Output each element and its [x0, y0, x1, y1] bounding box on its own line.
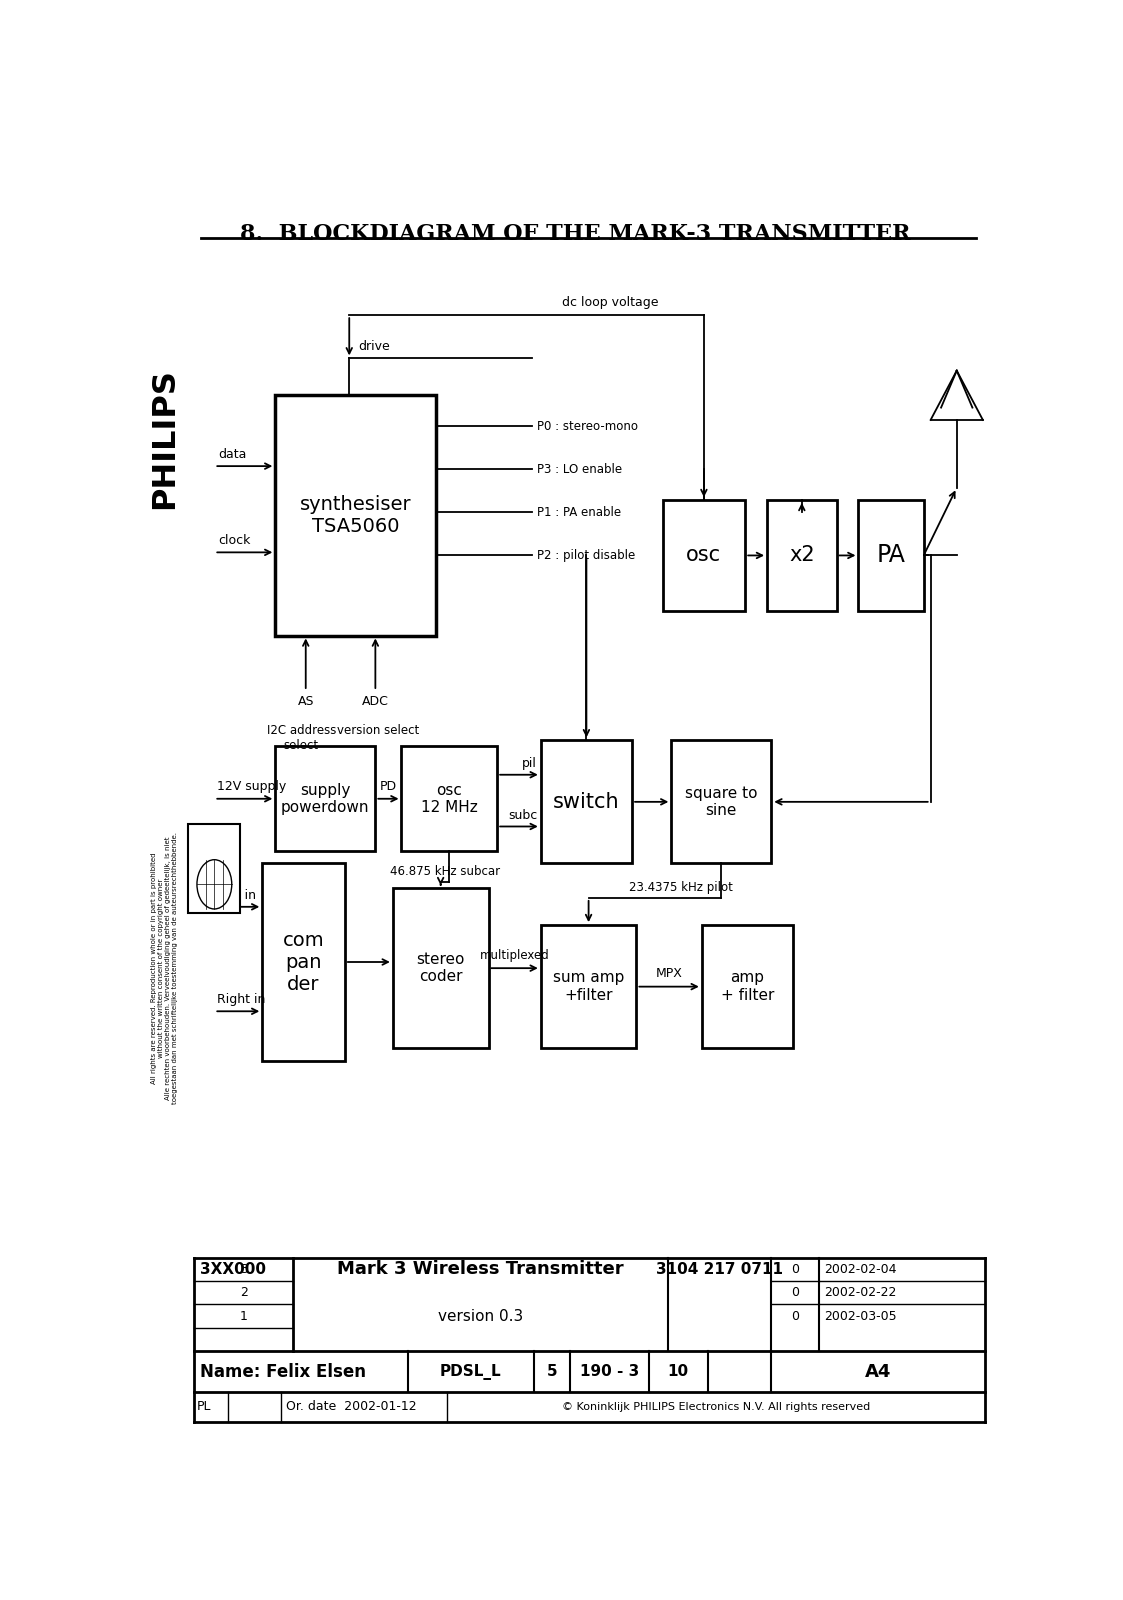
FancyBboxPatch shape [275, 395, 436, 635]
Text: sum amp
+filter: sum amp +filter [553, 971, 624, 1003]
Text: synthesiser
TSA5060: synthesiser TSA5060 [300, 494, 412, 536]
Text: Alle rechten voorbehouden. Verveelvoudiging geheel of gedeeltelijk, is niet
toeg: Alle rechten voorbehouden. Verveelvoudig… [165, 832, 179, 1104]
FancyBboxPatch shape [402, 746, 497, 851]
FancyBboxPatch shape [702, 925, 793, 1048]
Text: version 0.3: version 0.3 [438, 1309, 523, 1323]
Text: x2: x2 [789, 546, 814, 565]
Text: 0: 0 [791, 1286, 798, 1299]
FancyBboxPatch shape [275, 746, 375, 851]
FancyBboxPatch shape [672, 741, 772, 864]
Text: 3: 3 [240, 1262, 248, 1275]
Text: Name: Felix Elsen: Name: Felix Elsen [200, 1363, 366, 1381]
Text: drive: drive [358, 341, 390, 354]
Text: ADC: ADC [362, 694, 389, 707]
Text: 2002-03-05: 2002-03-05 [824, 1309, 896, 1323]
Text: A4: A4 [865, 1363, 891, 1381]
Text: 0: 0 [791, 1262, 798, 1275]
Text: dc loop voltage: dc loop voltage [563, 296, 658, 309]
Text: P2 : pilot disable: P2 : pilot disable [537, 549, 636, 562]
Text: pil: pil [522, 757, 537, 770]
Text: osc: osc [686, 546, 721, 565]
Text: multiplexed: multiplexed [480, 949, 549, 962]
Text: Mark 3 Wireless Transmitter: Mark 3 Wireless Transmitter [338, 1261, 624, 1278]
Text: subc: subc [508, 808, 537, 821]
Text: Right in: Right in [217, 994, 265, 1006]
Text: com
pan
der: com pan der [283, 931, 325, 994]
FancyBboxPatch shape [541, 741, 632, 864]
Text: PA: PA [877, 544, 905, 568]
Text: 5: 5 [547, 1365, 557, 1379]
Text: switch: switch [554, 792, 620, 811]
Text: square to
sine: square to sine [685, 786, 758, 818]
Text: 190 - 3: 190 - 3 [579, 1365, 639, 1379]
Text: PDSL_L: PDSL_L [440, 1363, 502, 1379]
Text: 2002-02-04: 2002-02-04 [824, 1262, 896, 1275]
Text: 3104 217 0711: 3104 217 0711 [656, 1262, 784, 1277]
Text: 46.875 kHz subcar: 46.875 kHz subcar [390, 866, 500, 878]
Text: stereo
coder: stereo coder [417, 952, 465, 984]
Text: © Koninklijk PHILIPS Electronics N.V. All rights reserved: © Koninklijk PHILIPS Electronics N.V. Al… [562, 1402, 870, 1411]
Text: Left in: Left in [217, 890, 256, 902]
Text: PHILIPS: PHILIPS [149, 368, 181, 509]
Text: 23.4375 kHz pilot: 23.4375 kHz pilot [629, 882, 733, 894]
Text: data: data [219, 448, 247, 461]
Text: 2002-02-22: 2002-02-22 [824, 1286, 896, 1299]
FancyBboxPatch shape [767, 499, 837, 611]
Text: PD: PD [380, 779, 396, 792]
Text: P0 : stereo-mono: P0 : stereo-mono [537, 419, 638, 432]
FancyBboxPatch shape [541, 925, 637, 1048]
Text: PHILIPS: PHILIPS [198, 845, 231, 853]
Text: I2C address
select: I2C address select [266, 725, 336, 752]
Text: 2: 2 [240, 1286, 248, 1299]
Text: PL: PL [197, 1400, 211, 1413]
FancyBboxPatch shape [858, 499, 923, 611]
Text: amp
+ filter: amp + filter [721, 971, 774, 1003]
Text: 0: 0 [791, 1309, 798, 1323]
Text: supply
powerdown: supply powerdown [281, 782, 369, 814]
FancyBboxPatch shape [263, 864, 345, 1061]
Text: AS: AS [298, 694, 314, 707]
Text: 8.  BLOCKDIAGRAM OF THE MARK-3 TRANSMITTER: 8. BLOCKDIAGRAM OF THE MARK-3 TRANSMITTE… [240, 222, 911, 245]
FancyBboxPatch shape [393, 888, 489, 1048]
Text: 12V supply: 12V supply [217, 779, 286, 792]
Text: All rights are reserved. Reproduction whole or in part is prohibited
without the: All rights are reserved. Reproduction wh… [152, 853, 164, 1083]
Text: osc
12 MHz: osc 12 MHz [421, 782, 477, 814]
FancyBboxPatch shape [189, 824, 240, 912]
Text: 10: 10 [668, 1365, 688, 1379]
Text: MPX: MPX [656, 968, 683, 981]
FancyBboxPatch shape [663, 499, 746, 611]
Text: Or. date  2002-01-12: Or. date 2002-01-12 [285, 1400, 417, 1413]
Text: 1: 1 [240, 1309, 248, 1323]
Text: P1 : PA enable: P1 : PA enable [537, 506, 621, 518]
Text: version select: version select [337, 725, 419, 738]
Text: clock: clock [219, 534, 252, 547]
Text: P3 : LO enable: P3 : LO enable [537, 462, 622, 475]
Text: 3XX000: 3XX000 [200, 1262, 265, 1277]
